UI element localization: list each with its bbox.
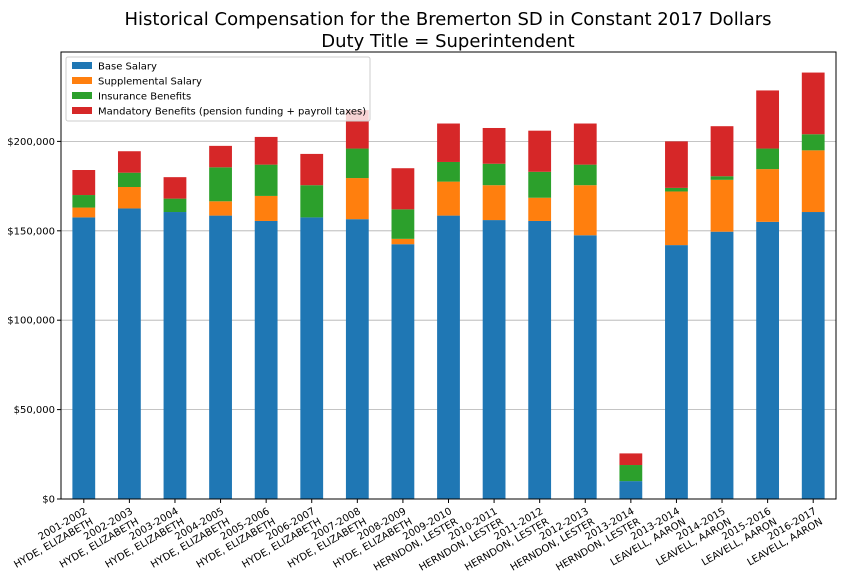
bar-base-7: [391, 244, 415, 499]
bar-mandatory-9: [482, 127, 506, 164]
bar-mandatory-5: [300, 153, 324, 186]
bar-supplemental-11: [573, 185, 597, 236]
bar-base-16: [801, 212, 825, 499]
y-axis: $0 $50,000 $100,000 $150,000 $200,000: [7, 137, 61, 506]
bar-base-5: [300, 217, 324, 499]
bar-base-6: [345, 219, 369, 500]
y-tick-label: $200,000: [7, 137, 55, 148]
bar-base-12: [619, 481, 643, 499]
bar-mandatory-12: [619, 453, 643, 466]
bar-insurance-0: [72, 195, 96, 208]
legend-label: Base Salary: [98, 62, 157, 73]
bar-base-8: [437, 215, 460, 500]
legend: Base Salary Supplemental Salary Insurance …: [65, 56, 371, 122]
bar-mandatory-2: [163, 177, 187, 199]
bar-mandatory-8: [437, 123, 460, 162]
legend-label: Insurance Benefits: [98, 92, 191, 103]
legend-label: Supplemental Salary: [98, 77, 202, 88]
bar-insurance-3: [209, 167, 232, 202]
bar-insurance-5: [300, 185, 324, 218]
bar-base-9: [482, 220, 506, 499]
bar-supplemental-8: [437, 181, 460, 216]
legend-swatch: [72, 77, 92, 84]
bar-mandatory-15: [756, 90, 780, 149]
bar-mandatory-4: [254, 136, 278, 165]
legend-swatch: [72, 92, 92, 99]
legend-label: Mandatory Benefits (pension funding + pa…: [98, 107, 366, 118]
bar-insurance-4: [254, 164, 278, 196]
bar-mandatory-16: [801, 72, 825, 135]
bar-base-14: [710, 231, 734, 499]
bar-mandatory-11: [573, 123, 597, 165]
chart-subtitle: Duty Title = Superintendent: [321, 31, 574, 52]
bar-insurance-16: [801, 134, 825, 151]
bar-base-15: [756, 221, 780, 500]
bar-supplemental-10: [528, 197, 552, 221]
bar-supplemental-0: [72, 207, 96, 218]
x-tick-label: 2001-2002HYDE, ELIZABETH: [6, 506, 95, 571]
bar-supplemental-13: [665, 191, 688, 246]
bar-base-1: [117, 208, 141, 499]
bar-insurance-9: [482, 163, 506, 186]
bar-mandatory-3: [209, 145, 232, 168]
bar-supplemental-6: [345, 178, 369, 220]
bar-supplemental-9: [482, 185, 506, 221]
bar-insurance-10: [528, 171, 552, 198]
bar-supplemental-15: [756, 169, 780, 222]
bar-insurance-6: [345, 148, 369, 179]
bar-base-10: [528, 220, 552, 499]
bar-insurance-13: [665, 187, 688, 192]
legend-swatch: [72, 107, 92, 114]
bar-mandatory-7: [391, 168, 415, 210]
bar-mandatory-10: [528, 130, 552, 172]
bar-mandatory-0: [72, 170, 96, 196]
y-tick-label: $150,000: [7, 226, 55, 237]
bar-base-2: [163, 212, 187, 499]
bar-insurance-15: [756, 148, 780, 170]
bar-base-13: [665, 245, 688, 499]
bar-supplemental-4: [254, 195, 278, 221]
bar-mandatory-1: [117, 151, 141, 173]
bar-insurance-2: [163, 198, 187, 213]
chart-title: Historical Compensation for the Bremerto…: [124, 9, 771, 30]
bar-insurance-12: [619, 465, 643, 482]
y-tick-label: $0: [42, 495, 55, 506]
bar-insurance-8: [437, 161, 460, 182]
bar-base-4: [254, 220, 278, 499]
bar-insurance-11: [573, 164, 597, 186]
bar-supplemental-7: [391, 238, 415, 245]
bar-insurance-14: [710, 176, 734, 180]
bar-insurance-7: [391, 209, 415, 239]
legend-box: [65, 56, 371, 122]
bar-supplemental-16: [801, 150, 825, 213]
bar-base-11: [573, 235, 597, 499]
bar-mandatory-14: [710, 126, 734, 177]
y-tick-label: $50,000: [14, 405, 55, 416]
bar-insurance-1: [117, 172, 141, 187]
bar-mandatory-13: [665, 141, 688, 188]
bar-base-3: [209, 215, 232, 500]
bar-supplemental-3: [209, 201, 232, 216]
bars-group: [72, 72, 825, 500]
bar-supplemental-1: [117, 186, 141, 209]
bar-base-0: [72, 217, 96, 499]
legend-swatch: [72, 62, 92, 69]
y-tick-label: $100,000: [7, 316, 55, 327]
bar-supplemental-14: [710, 179, 734, 232]
